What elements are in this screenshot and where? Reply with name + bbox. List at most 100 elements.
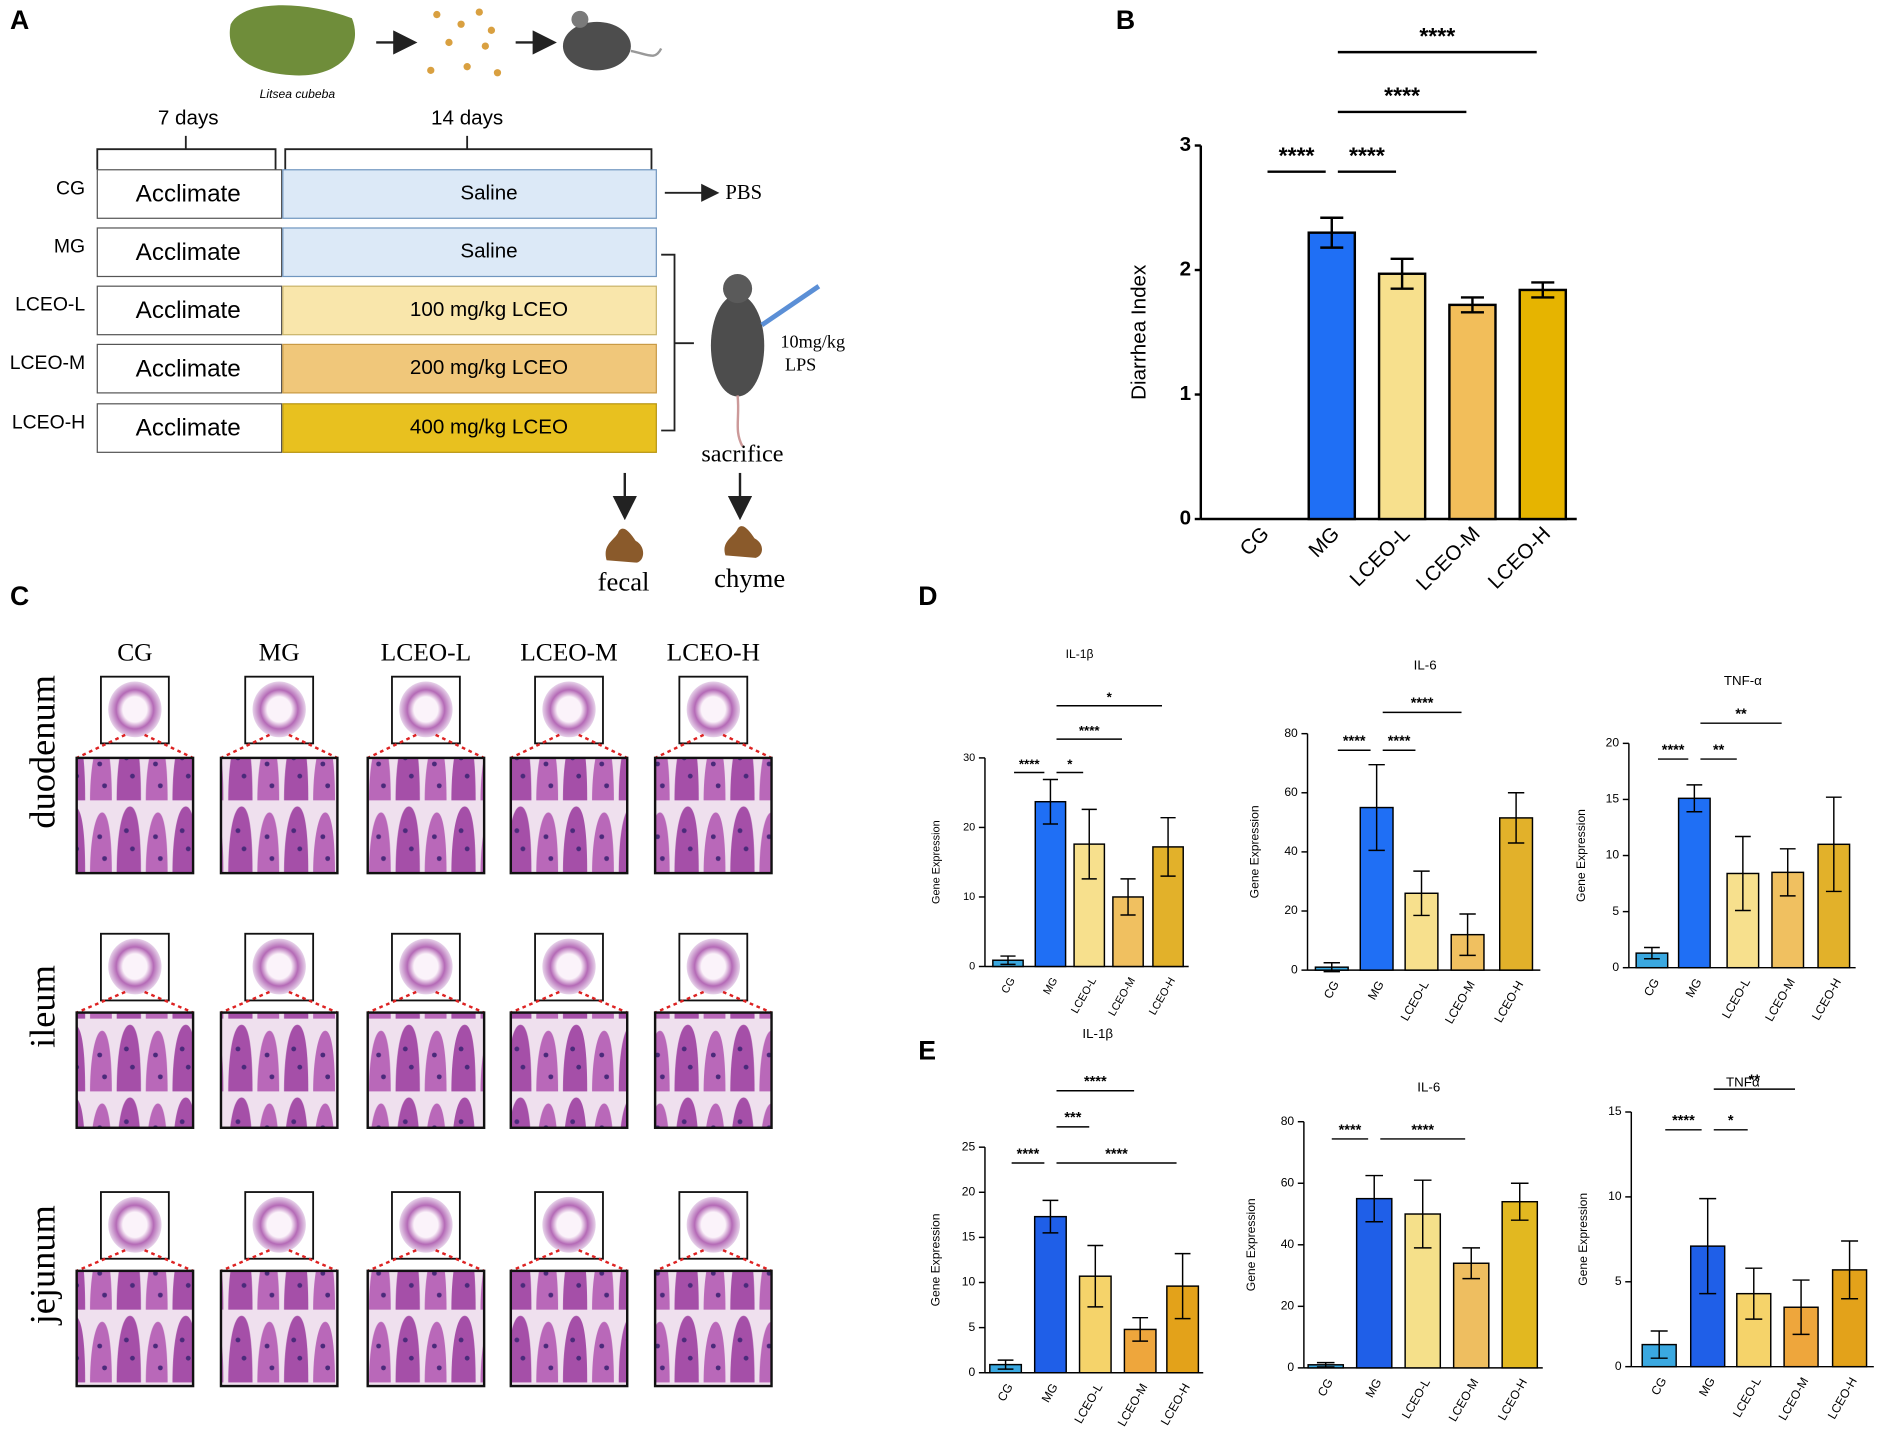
error-bar	[1081, 808, 1097, 880]
cross-section	[542, 1196, 596, 1253]
y-tick-label: 20	[963, 821, 975, 833]
oil-drops	[427, 8, 502, 77]
zoom-line	[654, 990, 773, 1014]
treatment-box	[282, 227, 657, 278]
y-tick-label: 2	[1180, 257, 1191, 280]
x-tick-label: LCEO-L	[1345, 522, 1414, 591]
histology-image	[75, 1269, 195, 1388]
histology-image	[509, 756, 629, 875]
acclimate-box	[96, 285, 283, 336]
cross-section	[399, 938, 453, 995]
x-tick-label: LCEO-L	[1399, 1376, 1433, 1421]
y-tick-label: 10	[1608, 1189, 1622, 1203]
chart-title: TNF-α	[1724, 673, 1762, 688]
x-tick-label: MG	[1304, 522, 1344, 562]
error-bar	[1699, 1197, 1717, 1295]
error-bar	[1825, 796, 1842, 893]
phase-label: Saline	[460, 240, 517, 263]
y-axis-label: Gene Expression	[1574, 809, 1588, 902]
zoom-line	[220, 733, 338, 760]
histology-image	[653, 756, 773, 875]
y-tick-label: 3	[1180, 133, 1191, 156]
error-bar	[1510, 1182, 1529, 1221]
error-bar	[1792, 1279, 1810, 1336]
panel-letter: C	[10, 581, 29, 611]
phase-label: 100 mg/kg LCEO	[410, 298, 568, 321]
row-label: jejunum	[23, 1205, 63, 1326]
y-tick-label: 40	[1281, 1237, 1295, 1251]
y-tick-label: 0	[1180, 506, 1191, 529]
fecal-icon	[605, 528, 644, 563]
significance-label: ****	[1388, 734, 1411, 750]
row-label: duodenum	[23, 675, 63, 829]
error-bar	[1174, 1252, 1191, 1320]
histology-image	[75, 1011, 195, 1129]
mouse-ear	[571, 10, 589, 28]
error-bar	[1390, 257, 1414, 290]
treatment-box	[282, 285, 657, 336]
significance-label: ****	[1662, 742, 1685, 758]
x-tick-label: CG	[1236, 522, 1274, 560]
y-tick-label: 5	[969, 1320, 976, 1334]
x-tick-label: LCEO-H	[1495, 1376, 1530, 1423]
bar	[1677, 797, 1711, 969]
cross-section	[108, 681, 162, 738]
y-tick-label: 0	[1291, 962, 1298, 976]
x-tick-label: LCEO-L	[1069, 976, 1099, 1016]
x-tick-label: LCEO-H	[1809, 976, 1844, 1023]
end-label: sacrifice	[701, 441, 783, 468]
cross-section	[542, 938, 596, 995]
y-tick-label: 10	[962, 1275, 976, 1289]
bar	[1355, 1197, 1393, 1369]
x-tick-label: MG	[1683, 976, 1705, 1000]
column-label: CG	[117, 638, 152, 667]
plant-name: Litsea cubeba	[260, 87, 336, 101]
cross-section	[108, 1196, 162, 1253]
zoom-line	[367, 1249, 485, 1272]
treatment-box	[282, 403, 657, 453]
dose-label: 10mg/kg	[780, 331, 845, 351]
x-tick-label: CG	[1641, 976, 1662, 999]
histology-image	[509, 1011, 629, 1129]
significance-label: ****	[1079, 723, 1101, 738]
error-bar	[1365, 1174, 1384, 1223]
y-tick-label: 5	[1612, 904, 1619, 918]
significance-label: ****	[1411, 1122, 1434, 1138]
error-bar	[1413, 870, 1430, 917]
panel-letter: A	[10, 5, 29, 35]
phase-label: Acclimate	[136, 239, 241, 266]
column-label: LCEO-H	[667, 638, 760, 667]
x-tick-label: MG	[1039, 1381, 1061, 1405]
bracket	[96, 135, 277, 170]
histology-image	[219, 1269, 339, 1388]
panel-c: CG MG LCEO-L LCEO-M LCEO-H duodenum ileum jejun…	[23, 638, 773, 1388]
x-tick-label: LCEO-H	[1825, 1375, 1860, 1422]
panel-letter: E	[918, 1036, 936, 1066]
error-bar	[1160, 816, 1176, 877]
bar	[1501, 1200, 1539, 1369]
x-tick-label: LCEO-M	[1762, 976, 1798, 1024]
error-bar	[1650, 1330, 1668, 1359]
significance-label: ****	[1279, 142, 1315, 168]
cross-section	[686, 681, 740, 738]
zoom-line	[76, 1249, 194, 1272]
error-bar	[1462, 1247, 1481, 1280]
error-bar	[1460, 296, 1484, 314]
significance-label: ****	[1411, 696, 1434, 712]
y-tick-label: 20	[1281, 1299, 1295, 1313]
x-tick-label: LCEO-L	[1072, 1381, 1106, 1426]
zoom-line	[654, 1249, 773, 1272]
group-label: MG	[54, 236, 85, 258]
group-label: LCEO-L	[15, 294, 85, 316]
significance-label: ****	[1339, 1122, 1362, 1138]
error-bar	[1320, 216, 1344, 249]
acclimate-box	[96, 343, 283, 394]
x-tick-label: LCEO-H	[1147, 976, 1178, 1018]
error-bar	[1531, 281, 1555, 299]
histology-image	[653, 1011, 773, 1129]
zoom-line	[510, 990, 628, 1014]
panel-letters: A B C D E	[10, 5, 1135, 1066]
error-bar	[1042, 778, 1059, 825]
phase-label: Saline	[460, 181, 517, 204]
acclimate-box	[96, 169, 283, 219]
